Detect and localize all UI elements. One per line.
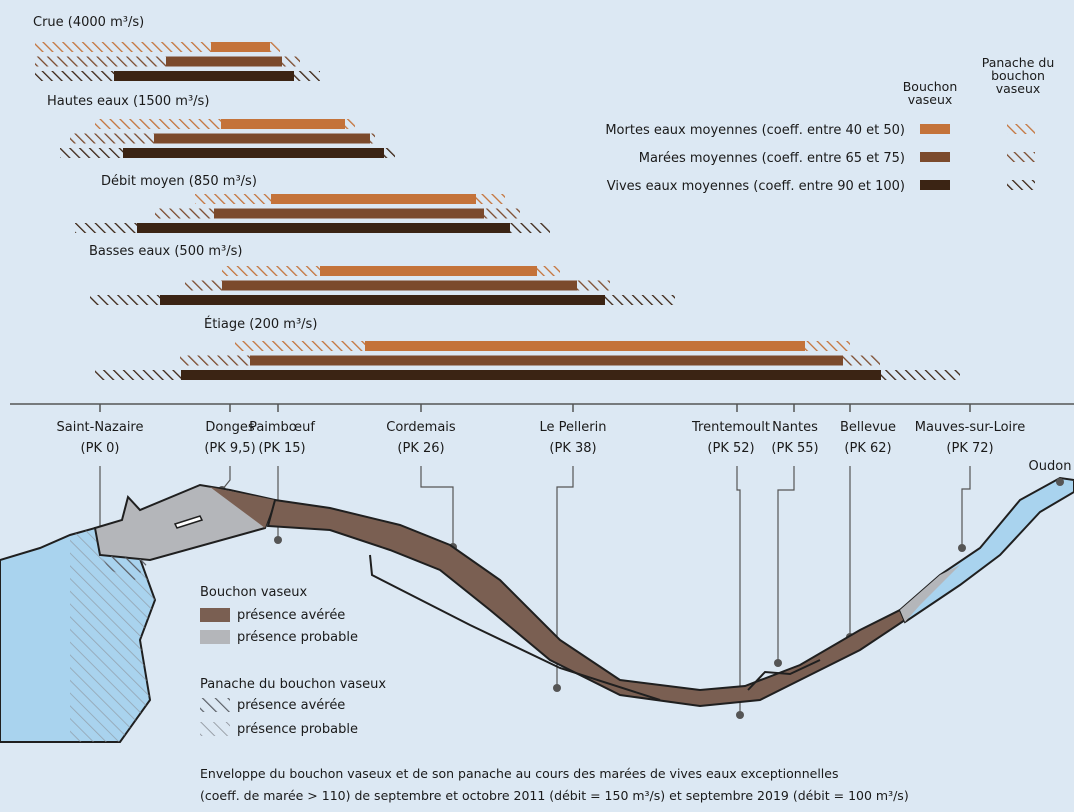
place-name: Le Pellerin [540,420,607,435]
place-pk: (PK 55) [771,441,818,456]
swatch [920,152,950,162]
group-label: Débit moyen (850 m³/s) [101,174,257,189]
bars: Crue (4000 m³/s) Hautes eaux (1500 m³/s) D… [33,15,960,380]
swatch [200,630,230,644]
leader [736,466,741,715]
leader [556,466,574,688]
place-pk: (PK 62) [844,441,891,456]
legend-label: Mortes eaux moyennes (coeff. entre 40 et… [605,123,905,138]
map: Oudon [0,459,1074,743]
leader [777,466,795,663]
group-label: Basses eaux (500 m³/s) [89,244,242,259]
swatch [920,124,950,134]
legend-header: bouchon [991,68,1045,83]
bouchon-bar [365,341,805,351]
bouchon-bar [154,133,370,144]
swatch [1007,152,1035,162]
legend-label: présence probable [237,630,358,645]
caption: (coeff. de marée > 110) de septembre et … [200,788,909,803]
dot [736,711,744,719]
place-pk: (PK 52) [707,441,754,456]
swatch [920,180,950,190]
legend-header: vaseux [996,81,1041,96]
place-pk: (PK 72) [946,441,993,456]
legend-label: Vives eaux moyennes (coeff. entre 90 et … [607,179,905,194]
bouchon-bar [221,119,345,129]
bouchon-bar [166,56,282,67]
bouchon-bar [123,148,384,158]
bouchon-bar [114,71,294,81]
place-name: Nantes [772,420,818,435]
legend-header: Panache du [982,55,1055,70]
river-bank [747,659,821,691]
bouchon-bar [320,266,537,276]
place-name: Trentemoult [691,420,770,435]
legend-label: présence probable [237,722,358,737]
bouchon-bar [160,295,605,305]
river-bank [369,554,661,701]
river-bouchon [266,498,907,708]
bouchon-avere [210,487,275,528]
swatch [200,608,230,622]
panache-avere [100,555,150,580]
caption: Enveloppe du bouchon vaseux et de son pa… [200,766,838,781]
dot [274,536,282,544]
panache-bar [35,42,280,52]
place-name: Cordemais [386,420,456,435]
place-pk: (PK 9,5) [204,441,255,456]
bouchon-bar [214,208,484,219]
legend-header: vaseux [908,92,953,107]
group-label: Crue (4000 m³/s) [33,15,144,30]
legend: Bouchon vaseux Panache du bouchon vaseux… [605,55,1054,194]
leader [221,466,231,491]
island [173,515,204,529]
place-pk: (PK 0) [81,441,120,456]
legend-label: Marées moyennes (coeff. entre 65 et 75) [639,151,905,166]
swatch [1007,180,1035,190]
swatch [200,698,230,712]
panache-probable [70,528,155,742]
place-pk: (PK 38) [549,441,596,456]
legend-header: Bouchon [903,79,958,94]
bouchon-bar [250,355,843,366]
dot [774,659,782,667]
places: Saint-Nazaire (PK 0) Donges (PK 9,5) Paimbœu… [56,404,1025,719]
bouchon-bar [211,42,270,52]
dot [553,684,561,692]
place-pk: (PK 15) [258,441,305,456]
place-name: Saint-Nazaire [56,420,143,435]
legend-title: Panache du bouchon vaseux [200,677,386,692]
bouchon-bar [137,223,510,233]
swatch [1007,124,1035,134]
bouchon-bar [271,194,476,204]
legend-title: Bouchon vaseux [200,585,307,600]
dot [958,544,966,552]
river-upstream [898,476,1074,624]
group-label: Hautes eaux (1500 m³/s) [47,94,209,109]
place-name: Donges [205,420,254,435]
legend-label: présence avérée [237,698,345,713]
leader [420,466,454,547]
bouchon-bar [222,280,577,291]
place-name: Bellevue [840,420,896,435]
place-label: Oudon [1029,459,1072,474]
map-legend: Bouchon vaseux présence avérée présence … [200,585,386,737]
place-name: Mauves-sur-Loire [915,420,1025,435]
group-label: Étiage (200 m³/s) [204,316,317,332]
bouchon-probable [900,565,960,622]
swatch [200,722,230,736]
legend-label: présence avérée [237,608,345,623]
place-pk: (PK 26) [397,441,444,456]
bouchon-bar [181,370,881,380]
place-name: Paimbœuf [249,420,315,435]
dot [1056,478,1064,486]
leader [961,466,971,548]
